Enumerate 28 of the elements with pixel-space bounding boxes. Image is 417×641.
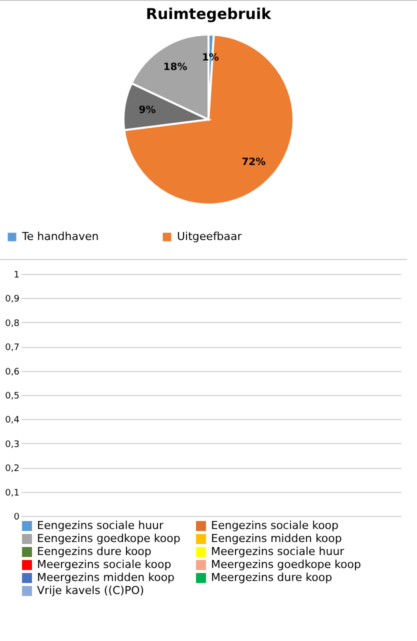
legend-label: Te handhaven xyxy=(21,230,99,243)
y-tick-label: 0,2 xyxy=(5,464,20,474)
y-tick-label: 0,9 xyxy=(5,294,20,305)
y-tick-label: 0,1 xyxy=(5,488,20,498)
legend-label: Meergezins dure koop xyxy=(211,571,332,584)
legend-label: Eengezins midden koop xyxy=(211,532,342,545)
legend-label: Eengezins sociale koop xyxy=(211,519,339,532)
y-tick-label: 0 xyxy=(14,512,20,522)
legend-label: Meergezins sociale huur xyxy=(211,545,345,558)
y-tick-label: 0,5 xyxy=(5,392,20,402)
data-label: 9% xyxy=(138,104,156,116)
legend-label: Vrije kavels ((C)PO) xyxy=(37,584,144,597)
y-tick-label: 0,7 xyxy=(5,343,20,354)
y-tick-label: 0,3 xyxy=(5,440,20,450)
y-tick-label: 0,6 xyxy=(5,367,20,378)
legend-label: Uitgeefbaar xyxy=(177,230,242,243)
legend-label: Eengezins sociale huur xyxy=(37,519,164,532)
legend-label: Meergezins sociale koop xyxy=(37,558,172,571)
data-label: 18% xyxy=(163,62,188,74)
y-tick-label: 0,4 xyxy=(5,416,20,426)
legend-label: Meergezins midden koop xyxy=(37,571,175,584)
chart-title: Ruimtegebruik xyxy=(146,5,272,23)
legend-label: Meergezins goedkope koop xyxy=(211,558,361,571)
y-tick-label: 1 xyxy=(14,270,20,280)
legend-label: Eengezins goedkope koop xyxy=(37,532,180,545)
y-tick-label: 0,8 xyxy=(5,318,20,329)
legend-label: Eengezins dure koop xyxy=(37,545,152,558)
data-label: 72% xyxy=(242,156,266,168)
